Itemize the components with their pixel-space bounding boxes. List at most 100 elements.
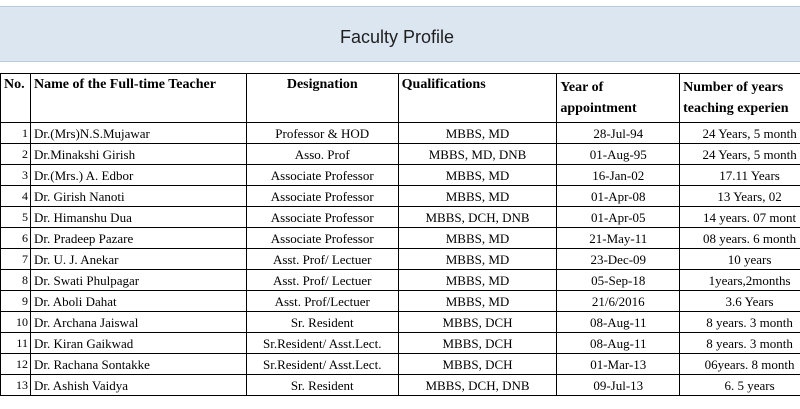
table-row: 10 Dr. Archana Jaiswal Sr. Resident MBBS… [0,311,800,333]
table-row: 9 Dr. Aboli Dahat Asst. Prof/Lectuer MBB… [0,290,800,312]
header-row: No. Name of the Full-time Teacher Design… [0,73,800,123]
table-row: 6 Dr. Pradeep Pazare Associate Professor… [0,227,800,249]
cell-designation: Associate Professor [245,206,399,228]
cell-experience: 1years,2months [679,269,800,291]
table-row: 7 Dr. U. J. Anekar Asst. Prof/ Lectuer M… [0,248,800,270]
faculty-table: No. Name of the Full-time Teacher Design… [0,73,800,396]
cell-designation: Associate Professor [245,185,399,207]
cell-qualifications: MBBS, DCH [397,332,558,354]
cell-name: Dr. Kiran Gaikwad [29,332,247,354]
cell-year: 23-Dec-09 [556,248,681,270]
cell-designation: Asst. Prof/Lectuer [245,290,399,312]
cell-name: Dr.Minakshi Girish [29,143,247,165]
cell-qualifications: MBBS, DCH [397,353,558,375]
cell-experience: 06years. 8 month [679,353,800,375]
table-row: 3 Dr.(Mrs.) A. Edbor Associate Professor… [0,164,800,186]
cell-experience: 13 Years, 02 [679,185,800,207]
cell-qualifications: MBBS, DCH [397,311,558,333]
cell-year: 01-Apr-05 [556,206,681,228]
cell-year: 09-Jul-13 [556,374,681,396]
cell-no: 3 [0,164,31,186]
column-header-experience-line2: teaching experien [683,101,789,116]
cell-no: 7 [0,248,31,270]
cell-no: 10 [0,311,31,333]
cell-designation: Associate Professor [245,164,399,186]
cell-year: 01-Apr-08 [556,185,681,207]
column-header-year-line2: appointment [560,101,637,116]
cell-qualifications: MBBS, MD [397,122,558,144]
cell-no: 12 [0,353,31,375]
table-body: 1 Dr.(Mrs)N.S.Mujawar Professor & HOD MB… [0,122,800,396]
cell-experience: 6. 5 years [679,374,800,396]
table-row: 4 Dr. Girish Nanoti Associate Professor … [0,185,800,207]
cell-qualifications: MBBS, MD [397,290,558,312]
column-header-experience: Number of years teaching experien [679,73,800,123]
cell-no: 11 [0,332,31,354]
cell-designation: Sr. Resident [245,311,399,333]
cell-designation: Associate Professor [245,227,399,249]
cell-no: 5 [0,206,31,228]
cell-no: 6 [0,227,31,249]
cell-designation: Sr.Resident/ Asst.Lect. [245,353,399,375]
cell-experience: 17.11 Years [679,164,800,186]
cell-designation: Professor & HOD [245,122,399,144]
cell-no: 1 [0,122,31,144]
cell-name: Dr.(Mrs)N.S.Mujawar [29,122,247,144]
cell-designation: Asst. Prof/ Lectuer [245,269,399,291]
cell-year: 08-Aug-11 [556,332,681,354]
cell-qualifications: MBBS, DCH, DNB [397,374,558,396]
cell-experience: 8 years. 3 month [679,332,800,354]
cell-qualifications: MBBS, MD [397,164,558,186]
cell-designation: Asst. Prof/ Lectuer [245,248,399,270]
cell-name: Dr. Swati Phulpagar [29,269,247,291]
cell-qualifications: MBBS, MD [397,185,558,207]
table-row: 11 Dr. Kiran Gaikwad Sr.Resident/ Asst.L… [0,332,800,354]
cell-qualifications: MBBS, MD [397,269,558,291]
page-title: Faculty Profile [340,27,455,47]
cell-name: Dr.(Mrs.) A. Edbor [29,164,247,186]
cell-experience: 10 years [679,248,800,270]
column-header-year-line1: Year of [560,80,604,95]
cell-name: Dr. Pradeep Pazare [29,227,247,249]
cell-qualifications: MBBS, MD [397,248,558,270]
title-bar: Faculty Profile [0,6,800,62]
cell-name: Dr. Girish Nanoti [29,185,247,207]
column-header-name: Name of the Full-time Teacher [29,73,247,123]
cell-name: Dr. Archana Jaiswal [29,311,247,333]
cell-name: Dr. Himanshu Dua [29,206,247,228]
cell-no: 8 [0,269,31,291]
cell-experience: 24 Years, 5 month [679,122,800,144]
table-row: 8 Dr. Swati Phulpagar Asst. Prof/ Lectue… [0,269,800,291]
table-row: 5 Dr. Himanshu Dua Associate Professor M… [0,206,800,228]
column-header-qualifications: Qualifications [397,73,558,123]
cell-no: 13 [0,374,31,396]
cell-year: 01-Mar-13 [556,353,681,375]
cell-name: Dr. Ashish Vaidya [29,374,247,396]
table-row: 2 Dr.Minakshi Girish Asso. Prof MBBS, MD… [0,143,800,165]
cell-year: 28-Jul-94 [556,122,681,144]
cell-year: 01-Aug-95 [556,143,681,165]
cell-experience: 8 years. 3 month [679,311,800,333]
column-header-year: Year of appointment [556,73,681,123]
cell-name: Dr. Aboli Dahat [29,290,247,312]
column-header-experience-line1: Number of years [683,80,784,95]
cell-designation: Asso. Prof [245,143,399,165]
cell-designation: Sr. Resident [245,374,399,396]
column-header-designation: Designation [245,73,399,123]
cell-experience: 24 Years, 5 month [679,143,800,165]
cell-qualifications: MBBS, MD, DNB [397,143,558,165]
cell-name: Dr. Rachana Sontakke [29,353,247,375]
cell-year: 16-Jan-02 [556,164,681,186]
cell-no: 2 [0,143,31,165]
cell-qualifications: MBBS, MD [397,227,558,249]
cell-year: 08-Aug-11 [556,311,681,333]
cell-experience: 08 years. 6 month [679,227,800,249]
cell-year: 05-Sep-18 [556,269,681,291]
cell-no: 4 [0,185,31,207]
table-row: 12 Dr. Rachana Sontakke Sr.Resident/ Ass… [0,353,800,375]
faculty-table-container: No. Name of the Full-time Teacher Design… [0,73,800,409]
cell-experience: 14 years. 07 mont [679,206,800,228]
cell-qualifications: MBBS, DCH, DNB [397,206,558,228]
table-row: 13 Dr. Ashish Vaidya Sr. Resident MBBS, … [0,374,800,396]
cell-no: 9 [0,290,31,312]
